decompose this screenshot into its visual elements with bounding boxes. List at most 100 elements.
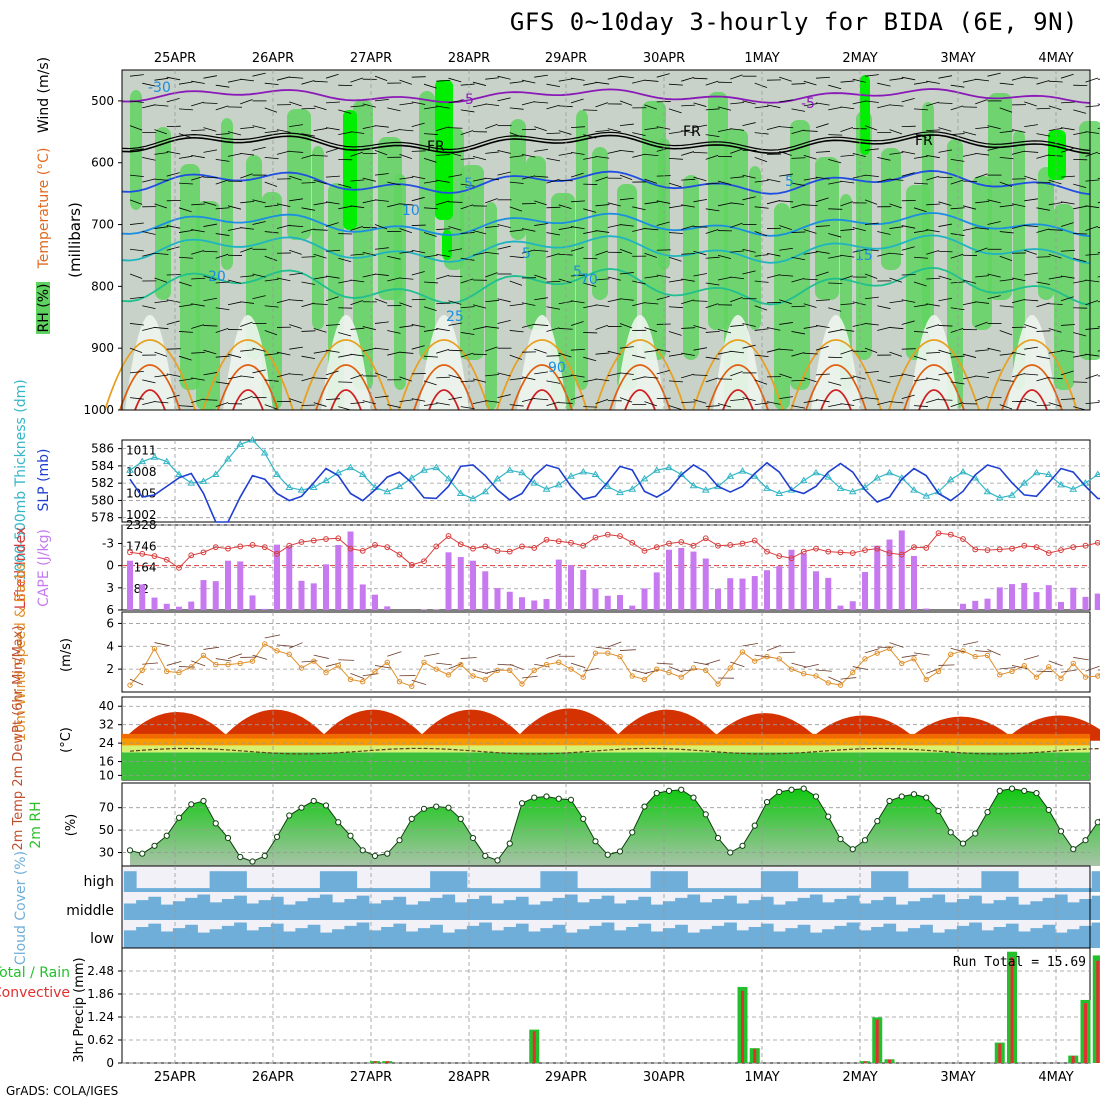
wind-barb <box>313 328 327 333</box>
wind-barb <box>901 225 916 229</box>
rh2m-marker <box>126 847 134 854</box>
wind-barb <box>325 370 339 376</box>
wind10m-marker <box>200 652 207 659</box>
wind-barb <box>313 350 328 354</box>
wind-barb <box>852 323 867 327</box>
wind-barb <box>203 372 218 376</box>
cloud-cover-bar <box>319 894 333 920</box>
wind-barb <box>803 303 817 308</box>
cloud-cover-bar <box>136 900 149 920</box>
wind-barb <box>252 295 266 300</box>
temp2m-tick-label: 16 <box>99 755 114 769</box>
wind-barb <box>264 181 278 187</box>
wind-barb <box>313 229 328 231</box>
wind-barb <box>1036 376 1050 382</box>
li-marker <box>702 535 709 542</box>
cloud-cover-bar <box>491 888 505 892</box>
wind-barb <box>938 223 953 227</box>
wind-barb <box>276 373 291 378</box>
wind-barb <box>607 128 621 133</box>
thickness-marker <box>358 470 367 478</box>
cloud-cover-bar <box>491 903 505 920</box>
cloud-cover-bar <box>932 894 946 920</box>
wind-barb <box>313 253 327 259</box>
cloud-cover-bar <box>736 888 750 892</box>
wind10m-marker <box>482 676 488 683</box>
wind-barb <box>485 299 500 303</box>
temp2m-tick-label: 10 <box>99 768 114 782</box>
cloud-cover-bar <box>638 888 652 892</box>
wind10m-marker <box>225 661 231 668</box>
li-marker <box>886 550 893 556</box>
wind-barb <box>1036 330 1051 332</box>
li-marker <box>898 551 905 558</box>
wind-barb <box>313 80 328 83</box>
wind-barb <box>864 125 878 131</box>
wind10m-barb <box>742 643 759 647</box>
wind-barb <box>791 157 806 159</box>
wind-barb <box>803 154 817 160</box>
wind-barb <box>840 349 853 355</box>
wind-barb <box>485 326 500 329</box>
wind-barb <box>1085 151 1098 157</box>
rh2m-marker <box>445 804 452 811</box>
cape-bar <box>800 553 807 610</box>
wind-barb <box>411 324 426 328</box>
rh-moist-region <box>815 157 839 300</box>
wind-barb <box>374 149 388 156</box>
wind10m-barb <box>203 646 220 650</box>
wind-barb <box>779 247 793 251</box>
rh2m-marker <box>751 822 758 829</box>
cloud-cover-bar <box>895 871 909 892</box>
wind-barb <box>240 275 255 278</box>
wind-barb <box>730 148 743 154</box>
wind-barb <box>926 398 940 404</box>
wind-barb <box>926 229 940 233</box>
wind-barb <box>987 199 1001 204</box>
wind-barb <box>191 303 205 307</box>
wind-barb <box>497 394 511 399</box>
cape-bar <box>347 531 354 610</box>
li-marker <box>384 544 391 551</box>
wind-barb <box>828 233 842 238</box>
wind10m-barb <box>730 661 745 668</box>
cloud-cover-bar <box>589 899 603 920</box>
top-date-label: 27APR <box>350 51 392 66</box>
cloud-cover-bar <box>123 930 137 948</box>
wind-barb <box>276 203 291 207</box>
thickness-marker <box>959 467 967 475</box>
precip-tick-label: 1.86 <box>87 987 114 1001</box>
wind-barb <box>521 302 536 306</box>
wind-barb <box>681 401 696 404</box>
thickness-marker <box>150 453 159 460</box>
wind-barb <box>1024 76 1039 79</box>
wind10m-barb <box>840 677 857 680</box>
wind-barb <box>717 351 732 355</box>
wind-barb <box>534 249 549 252</box>
wind-barb <box>668 232 683 234</box>
cloud-cover-bar <box>907 888 921 892</box>
wind-barb <box>619 100 633 106</box>
cloud-cover-bar <box>822 902 835 920</box>
wind-barb <box>644 104 657 110</box>
wind-barb <box>301 302 315 308</box>
wind-barb <box>619 323 633 329</box>
wind-barb <box>178 281 192 287</box>
wind-barb <box>681 352 695 356</box>
cloud-cover-bar <box>626 888 639 892</box>
wind-barb <box>681 178 696 181</box>
wind10m-marker <box>886 645 893 652</box>
cape-bar <box>470 560 476 610</box>
wind-barb <box>325 249 340 252</box>
wind-barb <box>913 155 928 159</box>
wind-barb <box>472 304 487 309</box>
wind-barb <box>644 327 657 333</box>
thickness-marker <box>922 492 931 499</box>
wind-barb <box>1024 272 1038 276</box>
cloud-cover-bar <box>1005 923 1019 948</box>
wind-barb <box>264 404 278 410</box>
cape-bar <box>372 594 378 610</box>
wind-barb <box>766 200 781 205</box>
wind-barb <box>987 273 1001 278</box>
wind-barb <box>472 81 487 86</box>
